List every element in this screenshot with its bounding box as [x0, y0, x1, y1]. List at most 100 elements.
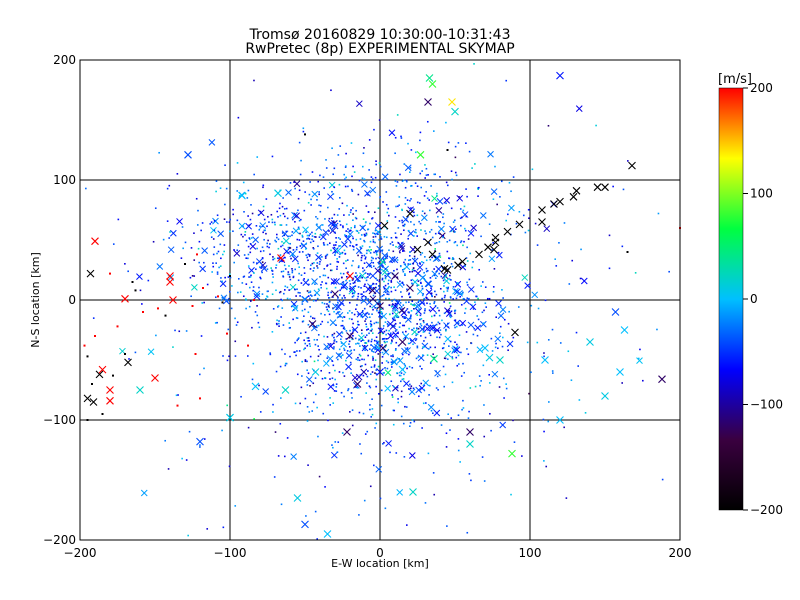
- dot-marker: [250, 204, 252, 206]
- dot-marker: [166, 187, 169, 190]
- dot-marker: [551, 328, 554, 331]
- dot-marker: [363, 240, 366, 243]
- dot-marker: [305, 254, 308, 257]
- dot-marker: [349, 350, 351, 353]
- dot-marker: [194, 353, 197, 355]
- dot-marker: [412, 262, 415, 265]
- dot-marker: [310, 204, 312, 206]
- dot-marker: [437, 388, 439, 391]
- dot-marker: [327, 206, 329, 209]
- dot-marker: [261, 257, 264, 259]
- cross-marker: [487, 150, 494, 158]
- dot-marker: [449, 296, 452, 298]
- dot-marker: [668, 270, 670, 273]
- dot-marker: [398, 196, 401, 198]
- dot-marker: [434, 277, 437, 280]
- dot-marker: [395, 348, 397, 350]
- cross-marker: [375, 465, 383, 473]
- dot-marker: [396, 372, 398, 374]
- dot-marker: [226, 221, 228, 223]
- dot-marker: [289, 247, 292, 249]
- dot-marker: [215, 190, 217, 193]
- cross-marker: [402, 333, 410, 340]
- dot-marker: [313, 262, 315, 264]
- dot-marker: [307, 253, 310, 256]
- dot-marker: [420, 382, 423, 385]
- dot-marker: [331, 360, 334, 362]
- dot-marker: [318, 193, 320, 196]
- dot-marker: [333, 223, 336, 225]
- dot-marker: [348, 310, 351, 312]
- dot-marker: [429, 334, 432, 337]
- dot-marker: [291, 218, 294, 221]
- dot-marker: [260, 267, 263, 269]
- dot-marker: [361, 365, 363, 367]
- dot-marker: [284, 362, 287, 365]
- dot-marker: [386, 293, 389, 295]
- dot-marker: [339, 283, 342, 285]
- cross-marker: [302, 279, 310, 286]
- dot-marker: [368, 348, 371, 350]
- dot-marker: [403, 324, 406, 327]
- dot-marker: [307, 372, 310, 375]
- y-tick-label: 100: [53, 173, 76, 187]
- dot-marker: [236, 219, 239, 222]
- dot-marker: [306, 238, 308, 240]
- dot-marker: [229, 230, 231, 233]
- dot-marker: [355, 308, 357, 311]
- dot-marker: [373, 211, 376, 214]
- dot-marker: [253, 272, 255, 274]
- cross-marker: [329, 319, 337, 327]
- dot-marker: [469, 387, 472, 389]
- dot-marker: [364, 320, 366, 322]
- dot-marker: [388, 285, 390, 288]
- dot-marker: [309, 355, 312, 358]
- dot-marker: [316, 339, 318, 341]
- dot-marker: [215, 180, 218, 182]
- dot-marker: [294, 402, 297, 405]
- dot-marker: [242, 235, 244, 238]
- dot-marker: [443, 276, 446, 279]
- dot-marker: [379, 314, 381, 317]
- dot-marker: [462, 209, 465, 212]
- dot-marker: [382, 201, 384, 203]
- dot-marker: [284, 285, 287, 288]
- dot-marker: [416, 346, 419, 349]
- dot-marker: [247, 245, 250, 248]
- dot-marker: [166, 220, 169, 222]
- dot-marker: [222, 355, 224, 357]
- dot-marker: [329, 263, 332, 265]
- dot-marker: [305, 243, 307, 245]
- dot-marker: [265, 297, 267, 300]
- dot-marker: [349, 329, 351, 332]
- dot-marker: [390, 366, 393, 368]
- dot-marker: [396, 259, 399, 261]
- dot-marker: [338, 353, 340, 355]
- cross-marker: [636, 357, 643, 364]
- cross-marker: [219, 280, 227, 288]
- cross-marker: [319, 233, 327, 241]
- dot-marker: [280, 397, 282, 399]
- dot-marker: [453, 231, 456, 233]
- cross-marker: [345, 363, 352, 371]
- dot-marker: [366, 228, 369, 231]
- dot-marker: [365, 334, 368, 336]
- dot-marker: [286, 251, 289, 254]
- cross-marker: [425, 74, 434, 82]
- dot-marker: [314, 283, 316, 286]
- dot-marker: [357, 193, 360, 196]
- dot-marker: [262, 231, 264, 234]
- dot-marker: [318, 348, 320, 351]
- dot-marker: [425, 167, 428, 170]
- dot-marker: [404, 364, 406, 367]
- dot-marker: [448, 257, 450, 259]
- dot-marker: [331, 334, 334, 337]
- dot-marker: [537, 307, 540, 310]
- dot-marker: [477, 188, 480, 190]
- dot-marker: [510, 493, 512, 496]
- dot-marker: [200, 229, 202, 232]
- dot-marker: [400, 395, 403, 398]
- dot-marker: [445, 432, 448, 435]
- dot-marker: [444, 357, 447, 360]
- cross-marker: [281, 230, 289, 238]
